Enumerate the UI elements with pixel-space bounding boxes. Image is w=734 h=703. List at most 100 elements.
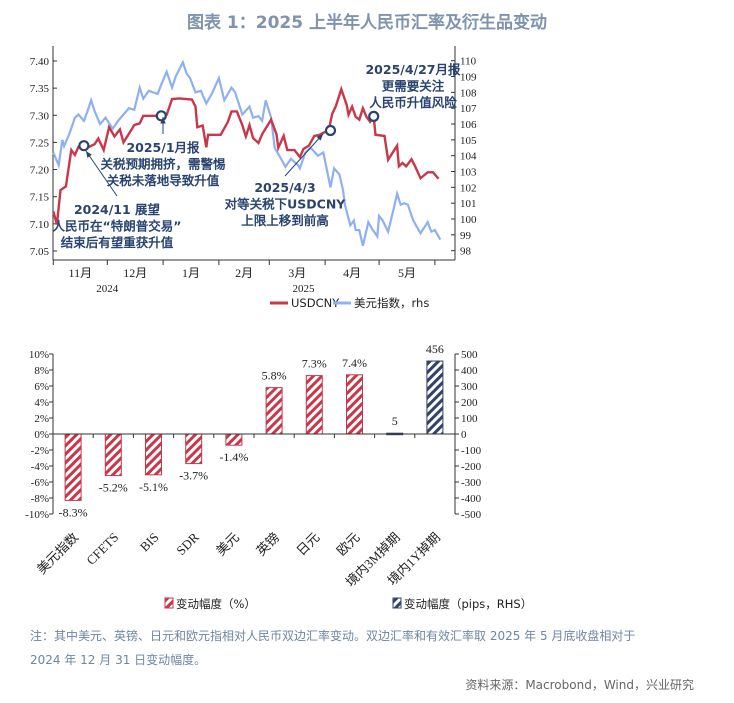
right-tick-label: -200 <box>461 461 482 473</box>
bar-data-label: 5.8% <box>262 369 287 383</box>
left-tick-label: 7.30 <box>30 110 50 122</box>
right-tick-label: 103 <box>460 167 477 179</box>
annotation-text: 人民币在“特朗普交易” <box>53 219 182 234</box>
bar-CFETS <box>104 433 122 477</box>
annotation-marker-circle <box>324 124 337 137</box>
legend-label-pips: 变动幅度（pips，RHS） <box>404 597 532 611</box>
bar-美元指数 <box>64 433 82 501</box>
annotation-arrow <box>284 133 324 177</box>
x-month-label: 12月 <box>123 266 147 280</box>
left-tick-label: -10% <box>25 509 49 521</box>
x-year-label: 2025 <box>293 283 316 295</box>
source-text: 资料来源：Macrobond，Wind，兴业研究 <box>465 678 694 692</box>
bar-SDR <box>185 433 203 465</box>
left-tick-label: 7.10 <box>30 219 50 231</box>
right-tick-label: 300 <box>461 381 478 393</box>
right-tick-label: 110 <box>460 56 477 68</box>
annotation-arrow <box>85 150 118 197</box>
note-line-1: 注：其中美元、英镑、日元和欧元指相对人民币双边汇率变动。双边汇率和有效汇率取 2… <box>30 629 636 643</box>
right-tick-label: 100 <box>460 214 477 226</box>
bar-data-label: -5.2% <box>99 481 128 495</box>
bar-data-label: -1.4% <box>219 450 248 464</box>
right-tick-label: -400 <box>461 493 482 505</box>
arrow-head-icon <box>160 117 166 124</box>
note-line-2: 2024 年 12 月 31 日变动幅度。 <box>30 653 207 667</box>
left-tick-label: 7.40 <box>30 56 50 68</box>
bar-data-label: -5.1% <box>139 480 168 494</box>
right-tick-label: 500 <box>461 349 478 361</box>
category-label: CFETS <box>83 530 121 568</box>
right-tick-label: 107 <box>460 103 477 115</box>
category-label: 美元指数 <box>34 530 81 577</box>
series-line-usdcny <box>52 85 440 225</box>
figure-title: 图表 1：2025 上半年人民币汇率及衍生品变动 <box>187 13 547 33</box>
bar-data-label: -8.3% <box>59 505 88 519</box>
left-tick-label: 7.25 <box>30 137 50 149</box>
right-tick-label: 102 <box>460 182 477 194</box>
category-label: 欧元 <box>334 530 363 559</box>
bar-data-label: 7.3% <box>302 357 327 371</box>
right-tick-label: 109 <box>460 72 477 84</box>
left-tick-label: 0% <box>34 429 49 441</box>
right-tick-label: 99 <box>460 230 472 242</box>
right-tick-label: 106 <box>460 119 477 131</box>
series-line-dxy <box>52 59 442 247</box>
legend-swatch-pips <box>392 597 402 609</box>
annotation-text: 对等关税下USDCNY <box>225 197 347 212</box>
bar-英镑 <box>265 387 283 435</box>
annotation-text: 结束后有望重获升值 <box>61 235 174 250</box>
annotation-text: 更需要关注 <box>382 79 445 94</box>
annotation-text: 2024/11 展望 <box>74 202 161 217</box>
left-tick-label: -4% <box>31 461 49 473</box>
right-tick-label: -500 <box>461 509 482 521</box>
right-tick-label: 101 <box>460 198 477 210</box>
annotation-text: 关税预期拥挤，需警惕 <box>100 157 226 172</box>
annotation-marker-circle <box>78 140 90 152</box>
arrow-head-icon <box>86 151 92 158</box>
x-month-label: 2月 <box>235 266 253 280</box>
right-tick-label: -300 <box>461 477 482 489</box>
category-label: SDR <box>173 529 202 558</box>
left-tick-label: 2% <box>34 413 49 425</box>
category-label: 日元 <box>293 530 322 559</box>
x-month-label: 4月 <box>343 266 361 280</box>
annotation-text: 人民币升值风险 <box>369 95 457 110</box>
right-tick-label: 104 <box>460 151 477 163</box>
bar-欧元 <box>346 374 363 435</box>
left-tick-label: -2% <box>31 445 49 457</box>
bar-data-label: -3.7% <box>179 469 208 483</box>
left-tick-label: 7.15 <box>30 192 50 204</box>
left-tick-label: 7.35 <box>30 83 50 95</box>
category-label: 英镑 <box>253 530 282 559</box>
legend-swatch-pct <box>164 597 174 609</box>
right-tick-label: 108 <box>460 87 477 99</box>
left-tick-label: -8% <box>31 493 49 505</box>
bar-美元 <box>225 433 243 446</box>
bar-境内1Y掉期 <box>426 360 444 435</box>
legend-label-dxy: 美元指数，rhs <box>354 296 429 310</box>
right-tick-label: 98 <box>460 246 472 258</box>
right-tick-label: -100 <box>461 445 482 457</box>
x-month-label: 5月 <box>398 266 416 280</box>
x-month-label: 11月 <box>69 266 93 280</box>
annotation-text: 2025/4/27月报 <box>365 62 461 77</box>
annotation-text: 2025/4/3 <box>254 180 315 195</box>
left-tick-label: 6% <box>34 381 49 393</box>
left-tick-label: 7.20 <box>30 165 50 177</box>
right-tick-label: 200 <box>461 397 478 409</box>
bar-data-label: 7.4% <box>342 356 367 370</box>
legend-label-pct: 变动幅度（%） <box>176 597 256 611</box>
x-year-label: 2024 <box>96 283 119 295</box>
right-tick-label: 0 <box>461 429 467 441</box>
x-month-label: 3月 <box>288 266 306 280</box>
right-tick-label: 400 <box>461 365 478 377</box>
left-tick-label: 4% <box>34 397 49 409</box>
bar-日元 <box>305 375 323 435</box>
category-label: 美元 <box>213 530 242 559</box>
annotation-marker-circle <box>368 110 380 122</box>
annotation-text: 上限上移到前高 <box>241 213 329 228</box>
left-tick-label: 10% <box>29 349 49 361</box>
bar-BIS <box>145 433 162 476</box>
annotation-marker-circle <box>155 110 167 122</box>
